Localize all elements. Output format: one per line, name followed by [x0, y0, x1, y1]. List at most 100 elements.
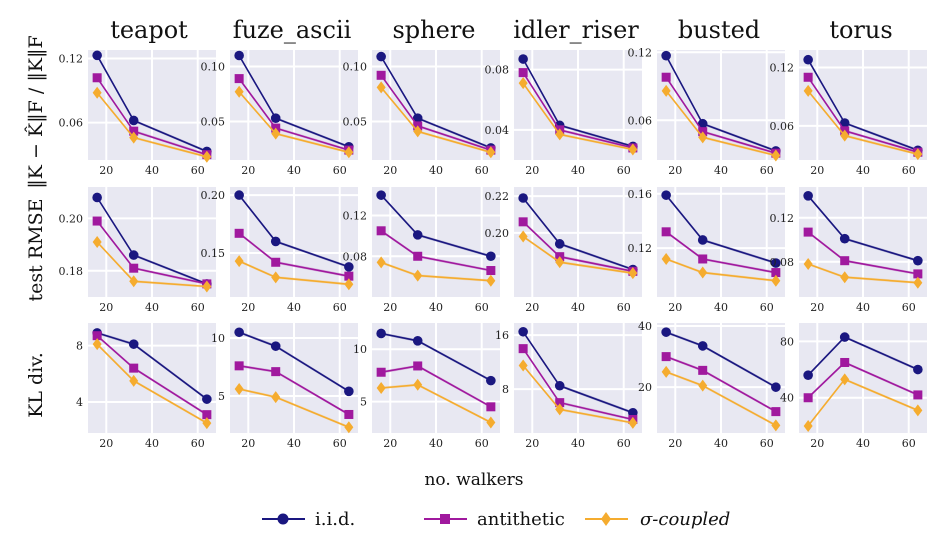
point-sigma: [202, 280, 212, 293]
panel-r2-c5: 20 40 60 0.12 0.16: [628, 187, 785, 314]
x-tick-label: 40: [856, 437, 870, 450]
point-iid: [376, 328, 386, 339]
point-antithetic: [803, 72, 813, 82]
y-tick-label: 5: [360, 396, 367, 409]
x-tick-label: 40: [145, 301, 159, 314]
point-antithetic: [129, 363, 139, 373]
point-iid: [554, 239, 565, 249]
y-tick-label: 0.06: [59, 117, 84, 130]
point-sigma: [129, 374, 139, 387]
point-sigma: [271, 127, 281, 140]
point-antithetic: [344, 409, 354, 419]
y-tick-label: 0.20: [201, 189, 226, 202]
legend-label-sigma: σ-coupled: [640, 509, 730, 530]
point-antithetic: [234, 361, 244, 371]
point-iid: [412, 336, 423, 346]
point-sigma: [413, 269, 423, 282]
point-antithetic: [271, 367, 281, 377]
panel-r1-c6: 20 40 60 0.06 0.12: [770, 50, 927, 177]
y-tick-label: 40: [638, 320, 652, 333]
point-iid: [803, 370, 813, 380]
x-tick-label: 20: [525, 437, 539, 450]
point-antithetic: [234, 74, 244, 84]
point-antithetic: [92, 73, 102, 83]
y-tick-label: 0.08: [485, 64, 510, 77]
point-sigma: [628, 143, 638, 156]
title-busted: busted: [678, 16, 760, 44]
point-sigma: [913, 276, 923, 289]
x-tick-label: 40: [429, 164, 443, 177]
panel-r1-c5: 20 40 60 0.06 0.12: [628, 46, 785, 177]
point-sigma: [661, 252, 671, 265]
point-iid: [128, 339, 139, 349]
point-antithetic: [413, 361, 423, 371]
point-sigma: [271, 391, 281, 404]
x-tick-label: 60: [333, 164, 347, 177]
legend-marker-iid: [277, 513, 289, 525]
x-tick-label: 20: [241, 437, 255, 450]
y-tick-label: 80: [780, 335, 794, 348]
point-sigma: [555, 128, 565, 141]
point-iid: [697, 118, 708, 129]
row-label-kl: KL div.: [25, 352, 47, 418]
y-tick-label: 0.16: [628, 188, 653, 201]
point-iid: [913, 255, 923, 266]
point-iid: [486, 251, 496, 262]
y-tick-label: 0.20: [485, 227, 510, 240]
point-antithetic: [661, 227, 671, 237]
x-tick-label: 20: [99, 164, 113, 177]
point-antithetic: [555, 398, 565, 408]
point-iid: [518, 54, 528, 64]
y-tick-label: 5: [218, 390, 225, 403]
x-tick-label: 60: [902, 301, 916, 314]
point-iid: [518, 193, 528, 203]
x-tick-label: 20: [99, 437, 113, 450]
y-tick-label: 40: [780, 392, 794, 405]
point-sigma: [698, 131, 708, 144]
y-tick-label: 0.12: [628, 242, 653, 255]
y-tick-label: 10: [353, 343, 367, 356]
point-antithetic: [698, 254, 708, 264]
y-tick-label: 0.12: [59, 53, 84, 66]
y-tick-label: 0.12: [770, 212, 795, 225]
legend-label-iid: i.i.d.: [315, 509, 355, 530]
point-sigma: [92, 86, 102, 99]
x-tick-label: 60: [333, 437, 347, 450]
point-sigma: [913, 148, 923, 161]
point-iid: [661, 190, 671, 200]
point-antithetic: [840, 357, 850, 367]
point-iid: [771, 258, 781, 268]
point-sigma: [234, 383, 244, 395]
point-iid: [839, 118, 850, 128]
point-sigma: [661, 365, 671, 378]
band-antithetic: [239, 232, 349, 278]
point-iid: [202, 394, 212, 404]
y-tick-label: 10: [211, 332, 225, 345]
point-iid: [234, 50, 244, 61]
x-tick-label: 20: [525, 164, 539, 177]
x-tick-label: 20: [668, 164, 682, 177]
point-sigma: [840, 373, 850, 386]
x-tick-label: 20: [810, 437, 824, 450]
point-sigma: [234, 85, 244, 98]
x-tick-label: 20: [668, 301, 682, 314]
point-iid: [128, 115, 139, 126]
x-tick-label: 40: [145, 164, 159, 177]
point-antithetic: [698, 365, 708, 375]
x-tick-label: 60: [617, 437, 631, 450]
panel-r1-c1: 20 40 60 0.06 0.12: [59, 50, 216, 177]
point-iid: [128, 250, 139, 260]
y-tick-label: 0.06: [770, 120, 795, 133]
point-iid: [913, 364, 923, 375]
y-tick-label: 0.04: [485, 124, 510, 137]
title-sphere: sphere: [392, 16, 475, 44]
band-antithetic: [808, 230, 918, 276]
x-tick-label: 40: [714, 164, 728, 177]
panel-r3-c1: 20 40 60 4 8: [76, 323, 216, 450]
point-iid: [234, 327, 244, 338]
point-antithetic: [771, 268, 781, 278]
point-sigma: [376, 256, 386, 269]
x-tick-label: 20: [525, 301, 539, 314]
point-antithetic: [202, 410, 212, 420]
panel-r3-c5: 20 40 60 20 40: [638, 320, 785, 450]
